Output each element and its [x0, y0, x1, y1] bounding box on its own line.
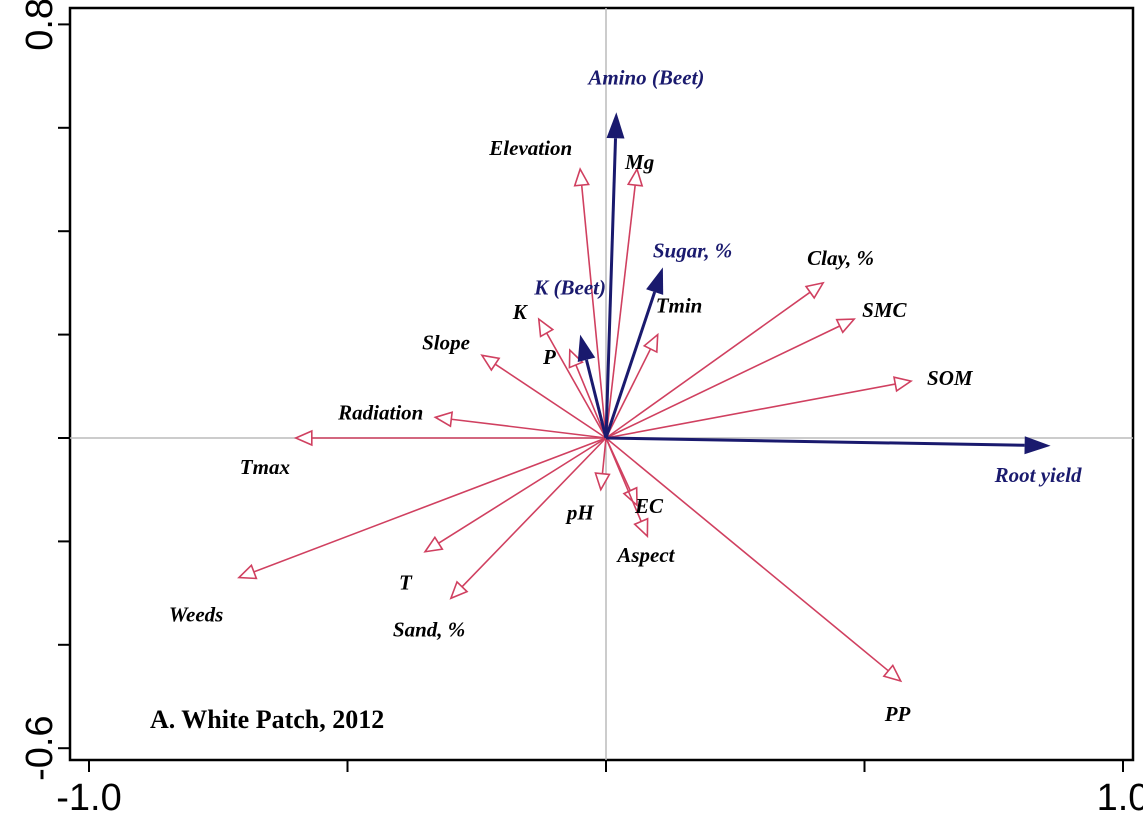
y-tick-label: 0.8	[19, 0, 61, 51]
label-slope: Slope	[422, 330, 470, 354]
label-p: P	[542, 345, 556, 369]
label-t: T	[399, 571, 413, 595]
label-clay: Clay, %	[807, 246, 874, 270]
vector-clay	[605, 291, 811, 439]
label-mg: Mg	[624, 150, 654, 174]
label-smc: SMC	[862, 298, 907, 322]
label-sugar: Sugar, %	[653, 238, 732, 262]
vector-pp	[605, 437, 889, 672]
vector-head-pp	[882, 663, 903, 683]
label-radiation: Radiation	[337, 400, 423, 424]
label-tmax: Tmax	[240, 455, 290, 479]
vector-head-sand	[449, 580, 469, 600]
vector-head-t	[423, 535, 444, 553]
response-vector-head-amino-beet	[606, 112, 625, 139]
vector-k	[545, 332, 607, 439]
response-vector-head-k-beet	[577, 334, 596, 363]
label-pp: PP	[884, 702, 911, 726]
vector-som	[605, 383, 896, 439]
label-k-beet: K (Beet)	[533, 276, 606, 300]
response-vector-amino-beet	[604, 138, 618, 439]
label-root-yield: Root yield	[994, 463, 1082, 487]
vector-head-slope	[480, 354, 501, 372]
label-amino-beet: Amino (Beet)	[586, 65, 704, 89]
label-tmin: Tmin	[656, 294, 703, 318]
response-vector-head-sugar	[646, 267, 664, 295]
vector-radiation	[451, 418, 607, 439]
response-vector-root-yield	[605, 436, 1025, 447]
label-ec: EC	[634, 494, 664, 518]
vector-ph	[601, 437, 607, 474]
vector-t	[438, 437, 607, 544]
vector-tmin	[605, 348, 652, 439]
label-ph: pH	[565, 501, 595, 525]
vector-head-weeds	[237, 563, 258, 580]
response-vector-sugar	[604, 291, 657, 439]
label-sand: Sand, %	[393, 617, 465, 641]
panel-label: A. White Patch, 2012	[150, 705, 384, 734]
vector-weeds	[253, 437, 607, 573]
vector-head-aspect	[633, 517, 649, 539]
label-weeds: Weeds	[169, 603, 223, 627]
vector-head-smc	[835, 318, 856, 334]
x-tick-label: -1.0	[56, 777, 121, 819]
vector-p	[575, 364, 607, 439]
vector-smc	[605, 325, 841, 439]
vector-elevation	[580, 185, 607, 439]
x-tick-label: 1.0	[1097, 777, 1143, 819]
vector-head-som	[893, 376, 913, 393]
label-aspect: Aspect	[615, 543, 675, 567]
vector-head-radiation	[433, 411, 454, 428]
vector-aspect	[605, 437, 642, 522]
vector-head-tmin	[642, 332, 659, 354]
vector-head-p	[568, 348, 584, 369]
response-vector-k-beet	[585, 359, 608, 439]
vector-slope	[494, 363, 607, 439]
y-tick-label: -0.6	[19, 715, 61, 780]
label-k: K	[512, 300, 529, 324]
response-vector-head-root-yield	[1024, 436, 1051, 455]
vector-head-elevation	[573, 167, 590, 187]
vector-mg	[605, 184, 636, 439]
vector-head-ph	[594, 472, 611, 492]
label-som: SOM	[927, 366, 974, 390]
vector-head-clay	[804, 281, 825, 300]
vector-sand	[461, 437, 607, 588]
vector-head-mg	[626, 167, 644, 187]
vector-head-k	[537, 317, 555, 338]
label-elevation: Elevation	[488, 136, 572, 160]
vector-head-tmax	[293, 429, 313, 447]
